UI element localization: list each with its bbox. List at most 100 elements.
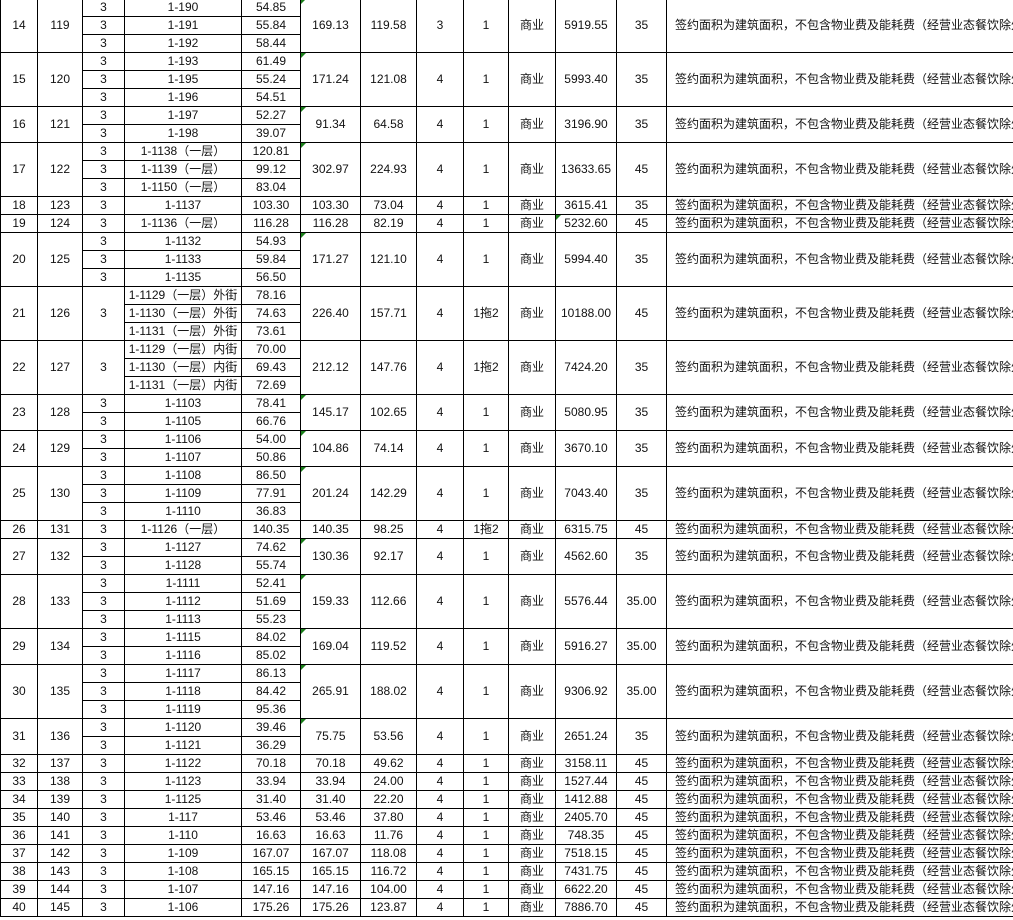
cell-unit[interactable]: 1-1118	[124, 682, 242, 701]
cell-note[interactable]: 签约面积为建筑面积，不包含物业费及能耗费（经营业态餐饮除外）	[666, 340, 1013, 395]
cell-unit[interactable]: 1-1117	[124, 664, 242, 683]
cell-seq[interactable]: 18	[0, 196, 38, 215]
cell-area[interactable]: 70.18	[241, 754, 301, 773]
cell-grade[interactable]: 4	[416, 340, 464, 395]
cell-price[interactable]: 45	[616, 826, 667, 845]
cell-use[interactable]: 商业	[508, 340, 556, 395]
cell-term[interactable]: 1	[463, 394, 509, 431]
cell-unit[interactable]: 1-1106	[124, 430, 242, 449]
cell-note[interactable]: 签约面积为建筑面积，不包含物业费及能耗费（经营业态餐饮除外）	[666, 286, 1013, 341]
cell-use[interactable]: 商业	[508, 520, 556, 539]
cell-note[interactable]: 签约面积为建筑面积，不包含物业费及能耗费（经营业态餐饮除外）	[666, 520, 1013, 539]
cell-note[interactable]: 签约面积为建筑面积，不包含物业费及能耗费（经营业态餐饮除外）	[666, 826, 1013, 845]
cell-seq[interactable]: 34	[0, 790, 38, 809]
cell-area[interactable]: 56.50	[241, 268, 301, 287]
cell-unit[interactable]: 1-1103	[124, 394, 242, 413]
cell-usable-area[interactable]: 121.08	[360, 52, 417, 107]
cell-rent[interactable]: 10188.00	[555, 286, 617, 341]
cell-area[interactable]: 52.27	[241, 106, 301, 125]
cell-use[interactable]: 商业	[508, 826, 556, 845]
cell-price[interactable]: 45	[616, 754, 667, 773]
cell-floor[interactable]: 3	[82, 700, 125, 719]
cell-area[interactable]: 39.46	[241, 718, 301, 737]
cell-price[interactable]: 35	[616, 0, 667, 53]
cell-unit[interactable]: 1-1139（一层）	[124, 160, 242, 179]
cell-total-area[interactable]: 169.13	[300, 0, 361, 53]
cell-term[interactable]: 1	[463, 232, 509, 287]
cell-usable-area[interactable]: 11.76	[360, 826, 417, 845]
cell-rent[interactable]: 5232.60	[555, 214, 617, 233]
cell-term[interactable]: 1	[463, 772, 509, 791]
cell-seq[interactable]: 19	[0, 214, 38, 233]
cell-unit[interactable]: 1-1109	[124, 484, 242, 503]
cell-usable-area[interactable]: 49.62	[360, 754, 417, 773]
cell-unit[interactable]: 1-1119	[124, 700, 242, 719]
cell-unit[interactable]: 1-1105	[124, 412, 242, 431]
cell-total-area[interactable]: 70.18	[300, 754, 361, 773]
cell-floor[interactable]: 3	[82, 106, 125, 125]
cell-total-area[interactable]: 226.40	[300, 286, 361, 341]
cell-term[interactable]: 1	[463, 664, 509, 719]
cell-use[interactable]: 商业	[508, 538, 556, 575]
cell-seq[interactable]: 24	[0, 430, 38, 467]
cell-usable-area[interactable]: 157.71	[360, 286, 417, 341]
cell-total-area[interactable]: 265.91	[300, 664, 361, 719]
cell-grade[interactable]: 4	[416, 520, 464, 539]
cell-floor[interactable]: 3	[82, 772, 125, 791]
cell-area[interactable]: 72.69	[241, 376, 301, 395]
cell-rent[interactable]: 6622.20	[555, 880, 617, 899]
cell-rent[interactable]: 2405.70	[555, 808, 617, 827]
cell-floor[interactable]: 3	[82, 790, 125, 809]
cell-use[interactable]: 商业	[508, 844, 556, 863]
cell-floor[interactable]: 3	[82, 52, 125, 71]
cell-id[interactable]: 132	[37, 538, 83, 575]
cell-unit[interactable]: 1-117	[124, 808, 242, 827]
cell-usable-area[interactable]: 98.25	[360, 520, 417, 539]
cell-term[interactable]: 1	[463, 898, 509, 917]
cell-seq[interactable]: 31	[0, 718, 38, 755]
cell-area[interactable]: 86.13	[241, 664, 301, 683]
cell-floor[interactable]: 3	[82, 628, 125, 647]
cell-area[interactable]: 55.74	[241, 556, 301, 575]
cell-id[interactable]: 135	[37, 664, 83, 719]
cell-id[interactable]: 119	[37, 0, 83, 53]
cell-use[interactable]: 商业	[508, 466, 556, 521]
cell-grade[interactable]: 4	[416, 826, 464, 845]
cell-unit[interactable]: 1-1127	[124, 538, 242, 557]
cell-seq[interactable]: 16	[0, 106, 38, 143]
cell-seq[interactable]: 28	[0, 574, 38, 629]
cell-note[interactable]: 签约面积为建筑面积，不包含物业费及能耗费（经营业态餐饮除外）	[666, 538, 1013, 575]
cell-area[interactable]: 95.36	[241, 700, 301, 719]
cell-rent[interactable]: 5919.55	[555, 0, 617, 53]
cell-id[interactable]: 126	[37, 286, 83, 341]
cell-area[interactable]: 103.30	[241, 196, 301, 215]
cell-unit[interactable]: 1-1133	[124, 250, 242, 269]
cell-floor[interactable]: 3	[82, 646, 125, 665]
cell-total-area[interactable]: 159.33	[300, 574, 361, 629]
cell-id[interactable]: 133	[37, 574, 83, 629]
cell-use[interactable]: 商业	[508, 574, 556, 629]
cell-price[interactable]: 35.00	[616, 664, 667, 719]
cell-seq[interactable]: 26	[0, 520, 38, 539]
cell-term[interactable]: 1	[463, 52, 509, 107]
cell-usable-area[interactable]: 116.72	[360, 862, 417, 881]
cell-term[interactable]: 1	[463, 880, 509, 899]
cell-note[interactable]: 签约面积为建筑面积，不包含物业费及能耗费（经营业态餐饮除外）	[666, 754, 1013, 773]
cell-unit[interactable]: 1-197	[124, 106, 242, 125]
cell-price[interactable]: 35	[616, 430, 667, 467]
cell-grade[interactable]: 4	[416, 898, 464, 917]
cell-rent[interactable]: 4562.60	[555, 538, 617, 575]
cell-use[interactable]: 商业	[508, 628, 556, 665]
cell-id[interactable]: 138	[37, 772, 83, 791]
cell-use[interactable]: 商业	[508, 898, 556, 917]
cell-unit[interactable]: 1-191	[124, 16, 242, 35]
cell-grade[interactable]: 4	[416, 808, 464, 827]
cell-id[interactable]: 137	[37, 754, 83, 773]
cell-unit[interactable]: 1-1108	[124, 466, 242, 485]
cell-seq[interactable]: 39	[0, 880, 38, 899]
cell-id[interactable]: 141	[37, 826, 83, 845]
cell-floor[interactable]: 3	[82, 466, 125, 485]
cell-id[interactable]: 134	[37, 628, 83, 665]
cell-term[interactable]: 1	[463, 718, 509, 755]
cell-term[interactable]: 1	[463, 214, 509, 233]
